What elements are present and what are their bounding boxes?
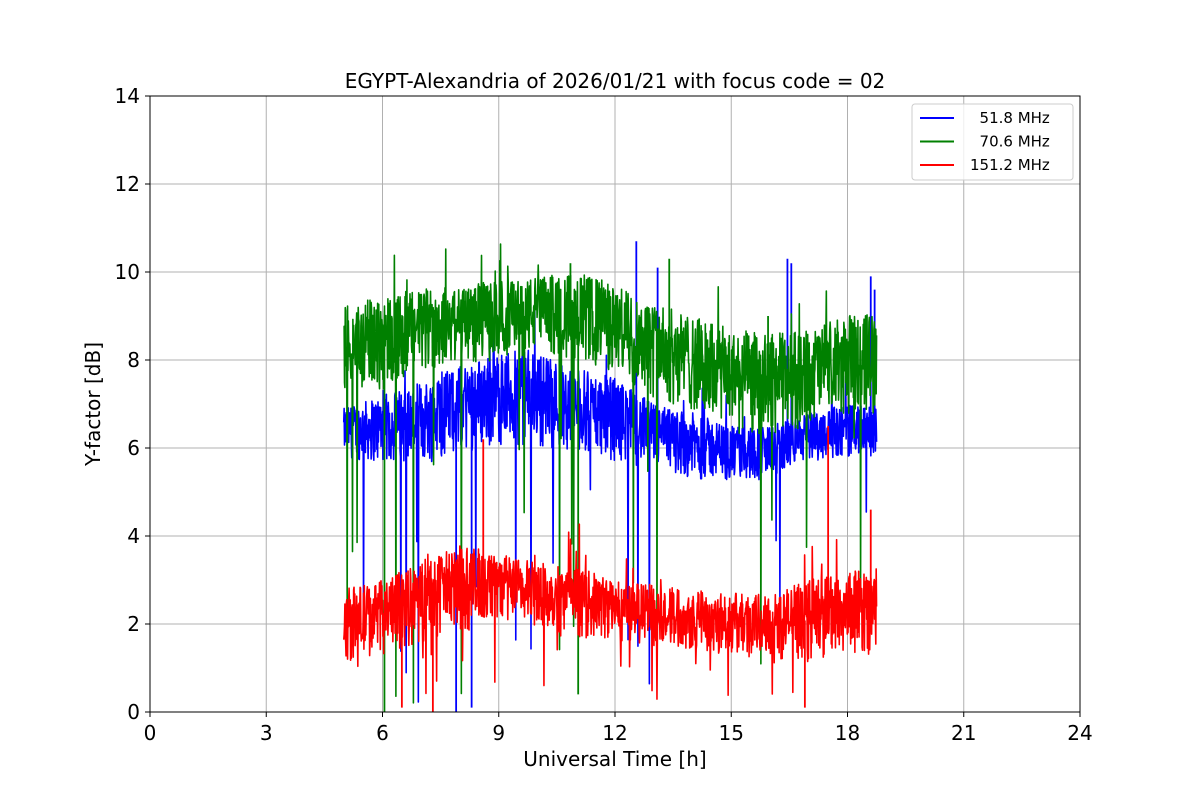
x-axis: 0 3 6 9 12 15 18 21 24 <box>144 712 1093 745</box>
legend-box <box>911 103 1074 181</box>
x-tick-label: 18 <box>835 721 860 745</box>
series-line-70-6-mhz <box>343 243 878 704</box>
y-tick-label: 10 <box>115 260 140 284</box>
plot-area <box>342 241 878 712</box>
x-tick-label: 12 <box>602 721 627 745</box>
legend-label: 51.8 MHz <box>970 109 1050 127</box>
x-tick-label: 24 <box>1067 721 1092 745</box>
y-tick-label: 6 <box>127 436 140 460</box>
x-tick-label: 0 <box>144 721 157 745</box>
x-tick-label: 6 <box>376 721 389 745</box>
y-axis-label: Y-factor [dB] <box>81 342 105 467</box>
y-tick-label: 14 <box>115 84 140 108</box>
x-tick-label: 3 <box>260 721 273 745</box>
x-tick-label: 9 <box>492 721 505 745</box>
y-tick-label: 2 <box>127 612 140 636</box>
legend-label: 70.6 MHz <box>970 133 1050 151</box>
legend-label: 151.2 MHz <box>970 156 1050 174</box>
y-axis: 0 2 4 6 8 10 12 14 <box>115 84 150 724</box>
x-tick-label: 21 <box>951 721 976 745</box>
y-tick-label: 12 <box>115 172 140 196</box>
x-tick-label: 15 <box>719 721 744 745</box>
x-axis-label: Universal Time [h] <box>523 747 706 771</box>
y-tick-label: 4 <box>127 524 140 548</box>
y-tick-label: 0 <box>127 700 140 724</box>
y-tick-label: 8 <box>127 348 140 372</box>
chart-title: EGYPT-Alexandria of 2026/01/21 with focu… <box>345 69 886 93</box>
legend: 51.8 MHz 70.6 MHz 151.2 MHz <box>911 103 1074 181</box>
